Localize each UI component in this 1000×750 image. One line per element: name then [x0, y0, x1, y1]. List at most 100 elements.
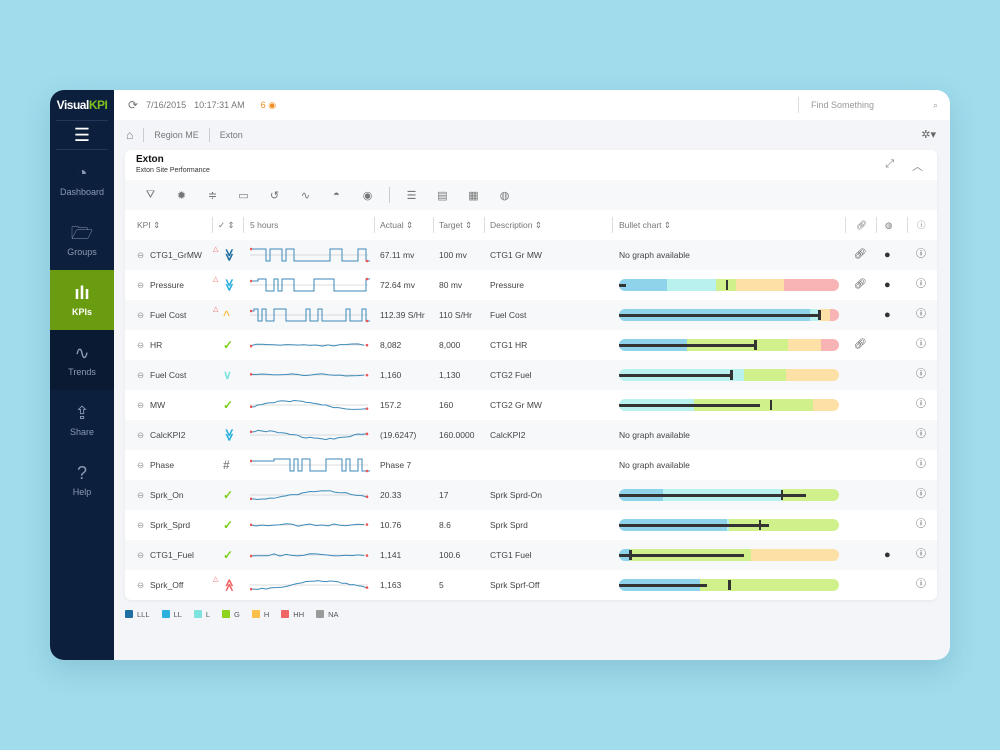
alert-count[interactable]: 6 ◉: [261, 100, 276, 111]
sparkline[interactable]: [249, 365, 370, 385]
collapse-row-icon[interactable]: ⊖: [137, 250, 145, 260]
sparkline[interactable]: [249, 515, 370, 535]
sparkline[interactable]: [249, 245, 370, 265]
align-icon[interactable]: ≑: [207, 189, 218, 202]
table-row[interactable]: ⊖ CTG1_Fuel ✓ 1,141 100.6 CTG1 Fuel ● ⓘ: [125, 540, 937, 570]
table-row[interactable]: ⊖ Sprk_Sprd ✓ 10.76 8.6 Sprk Sprd ⓘ: [125, 510, 937, 540]
bullet-chart[interactable]: [619, 399, 839, 411]
bullet-chart[interactable]: [619, 309, 839, 321]
info-icon[interactable]: ⓘ: [916, 489, 926, 500]
kpi-name[interactable]: CTG1_Fuel: [150, 550, 194, 560]
visibility-icon[interactable]: ◉: [362, 189, 373, 202]
sidebar-item-kpis[interactable]: ılı KPIs: [50, 270, 114, 330]
info-icon[interactable]: ⓘ: [916, 399, 926, 410]
sidebar-item-groups[interactable]: 🗁 Groups: [50, 210, 114, 270]
sparkline[interactable]: [249, 575, 370, 595]
col-bullet[interactable]: Bullet chart ⇕: [619, 220, 672, 230]
table-row[interactable]: ⊖ Fuel Cost ∨ 1,160 1,130 CTG2 Fuel ⓘ: [125, 360, 937, 390]
collapse-row-icon[interactable]: ⊖: [137, 490, 145, 500]
globe-icon[interactable]: ●: [884, 549, 891, 561]
breadcrumb-region[interactable]: Region ME: [154, 130, 199, 140]
info-icon[interactable]: ⓘ: [916, 579, 926, 590]
grid-view-icon[interactable]: ▦: [468, 189, 479, 202]
globe-icon[interactable]: ●: [884, 279, 891, 291]
refresh-icon[interactable]: ⟳: [128, 98, 139, 112]
calendar-icon[interactable]: ▭: [238, 189, 249, 202]
filter-icon[interactable]: ⛛: [145, 188, 156, 201]
sidebar-item-trends[interactable]: ∿ Trends: [50, 330, 114, 390]
table-row[interactable]: ⊖ Sprk_On ✓ 20.33 17 Sprk Sprd-On ⓘ: [125, 480, 937, 510]
sparkline[interactable]: [249, 455, 370, 475]
bullet-chart[interactable]: [619, 579, 839, 591]
info-icon[interactable]: ⓘ: [916, 309, 926, 320]
col-kpi[interactable]: KPI ⇕: [137, 220, 161, 230]
bullet-chart[interactable]: [619, 549, 839, 561]
table-row[interactable]: ⊖ Pressure △ ≫ 72.64 mv 80 mv Pressure 🔗︎ ● ⓘ: [125, 270, 937, 300]
bullet-chart[interactable]: [619, 519, 839, 531]
table-row[interactable]: ⊖ Sprk_Off △ ≪ 1,163 5 Sprk Sprf-Off ⓘ: [125, 570, 937, 600]
col-target[interactable]: Target ⇕: [439, 220, 473, 230]
kpi-name[interactable]: CTG1_GrMW: [150, 250, 202, 260]
col-info-icon[interactable]: ⓘ: [917, 220, 926, 230]
table-view-icon[interactable]: ▤: [437, 189, 448, 202]
table-row[interactable]: ⊖ Fuel Cost △ ^ 112.39 S/Hr 110 S/Hr Fuel Cos…: [125, 300, 937, 330]
settings-icon[interactable]: ✹: [176, 189, 187, 202]
collapse-row-icon[interactable]: ⊖: [137, 580, 145, 590]
link-icon[interactable]: 🔗︎: [854, 249, 867, 260]
sparkline[interactable]: [249, 545, 370, 565]
list-view-icon[interactable]: ☰: [406, 189, 417, 202]
trend-icon[interactable]: ∿: [300, 189, 311, 202]
kpi-name[interactable]: CalcKPI2: [150, 430, 186, 440]
sparkline[interactable]: [249, 395, 370, 415]
sidebar-item-dashboard[interactable]: ◔ Dashboard: [50, 150, 114, 210]
bullet-chart[interactable]: [619, 369, 839, 381]
info-icon[interactable]: ⓘ: [916, 249, 926, 260]
search-icon[interactable]: ⌕: [932, 100, 938, 110]
col-description[interactable]: Description ⇕: [490, 220, 543, 230]
history-icon[interactable]: ↺: [269, 189, 280, 202]
kpi-name[interactable]: Sprk_Sprd: [150, 520, 191, 530]
search-input[interactable]: Find Something ⌕: [798, 97, 938, 113]
kpi-name[interactable]: HR: [150, 340, 163, 350]
kpi-name[interactable]: Sprk_Off: [150, 580, 184, 590]
collapse-row-icon[interactable]: ⊖: [137, 400, 145, 410]
collapse-row-icon[interactable]: ⊖: [137, 430, 145, 440]
link-icon[interactable]: 🔗︎: [854, 279, 867, 290]
table-row[interactable]: ⊖ Phase # Phase 7 No graph available ⓘ: [125, 450, 937, 480]
home-icon[interactable]: ⌂: [126, 128, 134, 142]
gauge-icon[interactable]: ◓: [333, 189, 340, 201]
collapse-row-icon[interactable]: ⊖: [137, 460, 145, 470]
info-icon[interactable]: ⓘ: [916, 369, 926, 380]
map-view-icon[interactable]: ◍: [499, 189, 510, 202]
kpi-name[interactable]: Fuel Cost: [150, 310, 187, 320]
kpi-name[interactable]: Fuel Cost: [150, 370, 187, 380]
sparkline[interactable]: [249, 485, 370, 505]
info-icon[interactable]: ⓘ: [916, 339, 926, 350]
info-icon[interactable]: ⓘ: [916, 279, 926, 290]
info-icon[interactable]: ⓘ: [916, 549, 926, 560]
kpi-name[interactable]: MW: [150, 400, 166, 410]
kpi-name[interactable]: Sprk_On: [150, 490, 184, 500]
info-icon[interactable]: ⓘ: [916, 429, 926, 440]
breadcrumb-site[interactable]: Exton: [219, 130, 243, 140]
col-status[interactable]: ✓ ⇕: [218, 220, 235, 230]
gear-icon[interactable]: ✲▾: [921, 129, 936, 141]
collapse-row-icon[interactable]: ⊖: [137, 280, 145, 290]
bullet-chart[interactable]: [619, 489, 839, 501]
collapse-row-icon[interactable]: ⊖: [137, 550, 145, 560]
collapse-row-icon[interactable]: ⊖: [137, 310, 145, 320]
menu-toggle-icon[interactable]: ☰: [56, 120, 108, 150]
col-globe-icon[interactable]: ◍: [885, 220, 893, 230]
bullet-chart[interactable]: [619, 279, 839, 291]
sidebar-item-share[interactable]: ⇪ Share: [50, 390, 114, 450]
kpi-name[interactable]: Phase: [150, 460, 175, 470]
collapse-icon[interactable]: ︿: [912, 161, 923, 173]
collapse-row-icon[interactable]: ⊖: [137, 370, 145, 380]
sparkline[interactable]: [249, 275, 370, 295]
bullet-chart[interactable]: [619, 339, 839, 351]
collapse-row-icon[interactable]: ⊖: [137, 520, 145, 530]
kpi-name[interactable]: Pressure: [150, 280, 185, 290]
table-row[interactable]: ⊖ HR ✓ 8,082 8,000 CTG1 HR 🔗︎ ⓘ: [125, 330, 937, 360]
info-icon[interactable]: ⓘ: [916, 459, 926, 470]
sparkline[interactable]: [249, 335, 370, 355]
